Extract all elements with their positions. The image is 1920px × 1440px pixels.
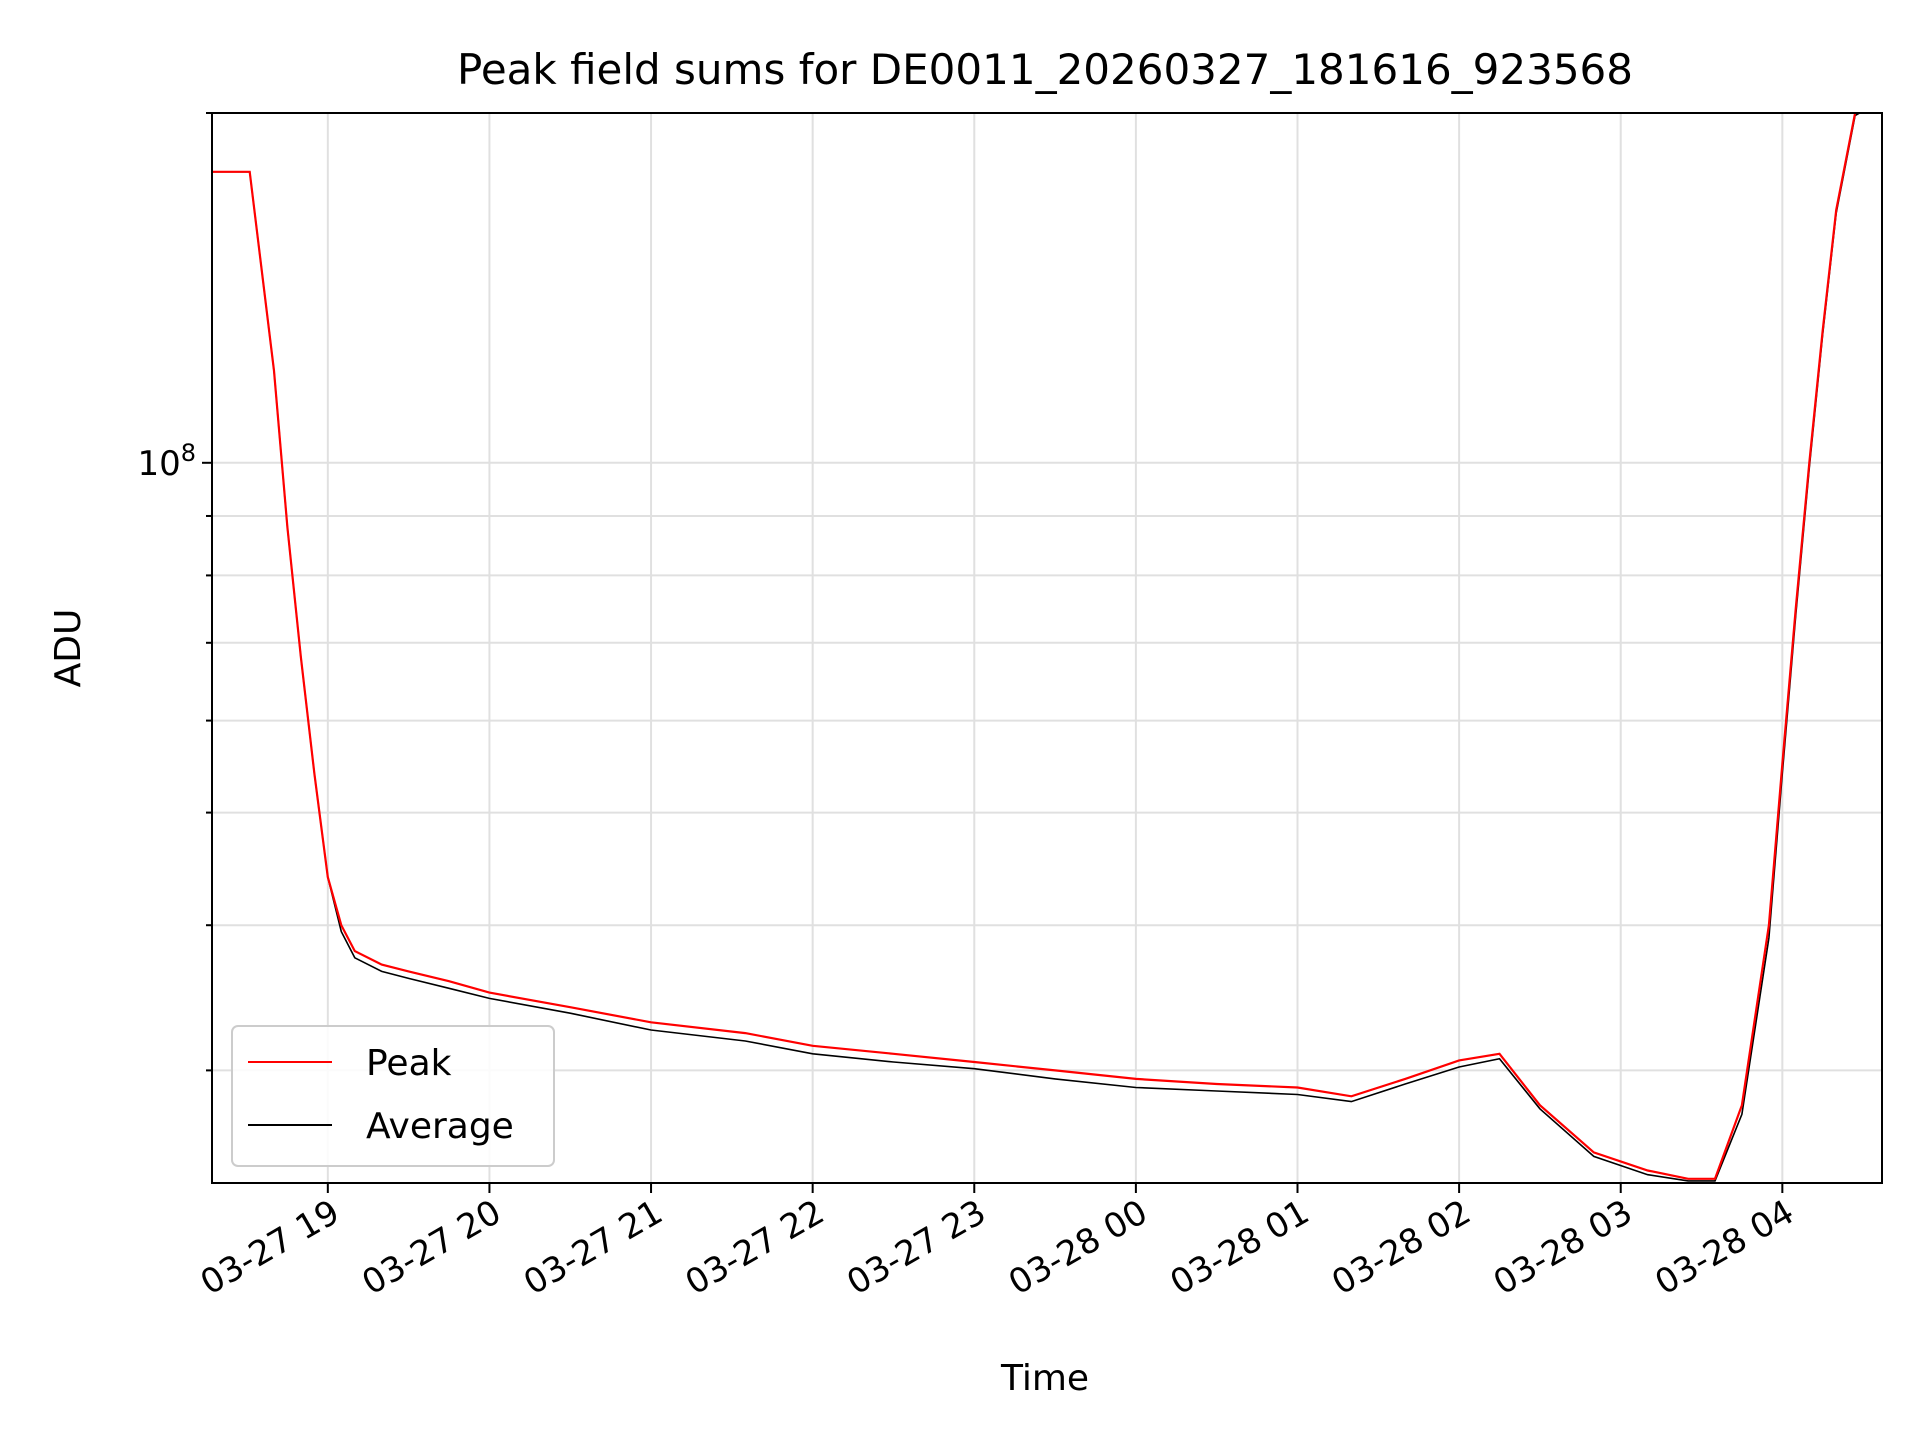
y-tick-label-exponent: 8 xyxy=(181,439,196,467)
x-axis-label: Time xyxy=(1000,1358,1089,1399)
y-axis-ticks: 108 xyxy=(137,112,212,1072)
y-axis-label: ADU xyxy=(48,609,89,688)
legend-label-average: Average xyxy=(366,1106,514,1147)
series-line-peak xyxy=(212,113,1858,1180)
plot-area-frame xyxy=(211,112,1883,1184)
data-lines xyxy=(212,113,1862,1182)
legend: Peak Average xyxy=(231,1025,555,1167)
chart-title: Peak field sums for DE0011_20260327_1816… xyxy=(457,45,1633,94)
y-tick-label: 108 xyxy=(137,439,196,484)
legend-label-peak: Peak xyxy=(366,1043,452,1084)
y-tick-label-base: 10 xyxy=(137,444,180,484)
